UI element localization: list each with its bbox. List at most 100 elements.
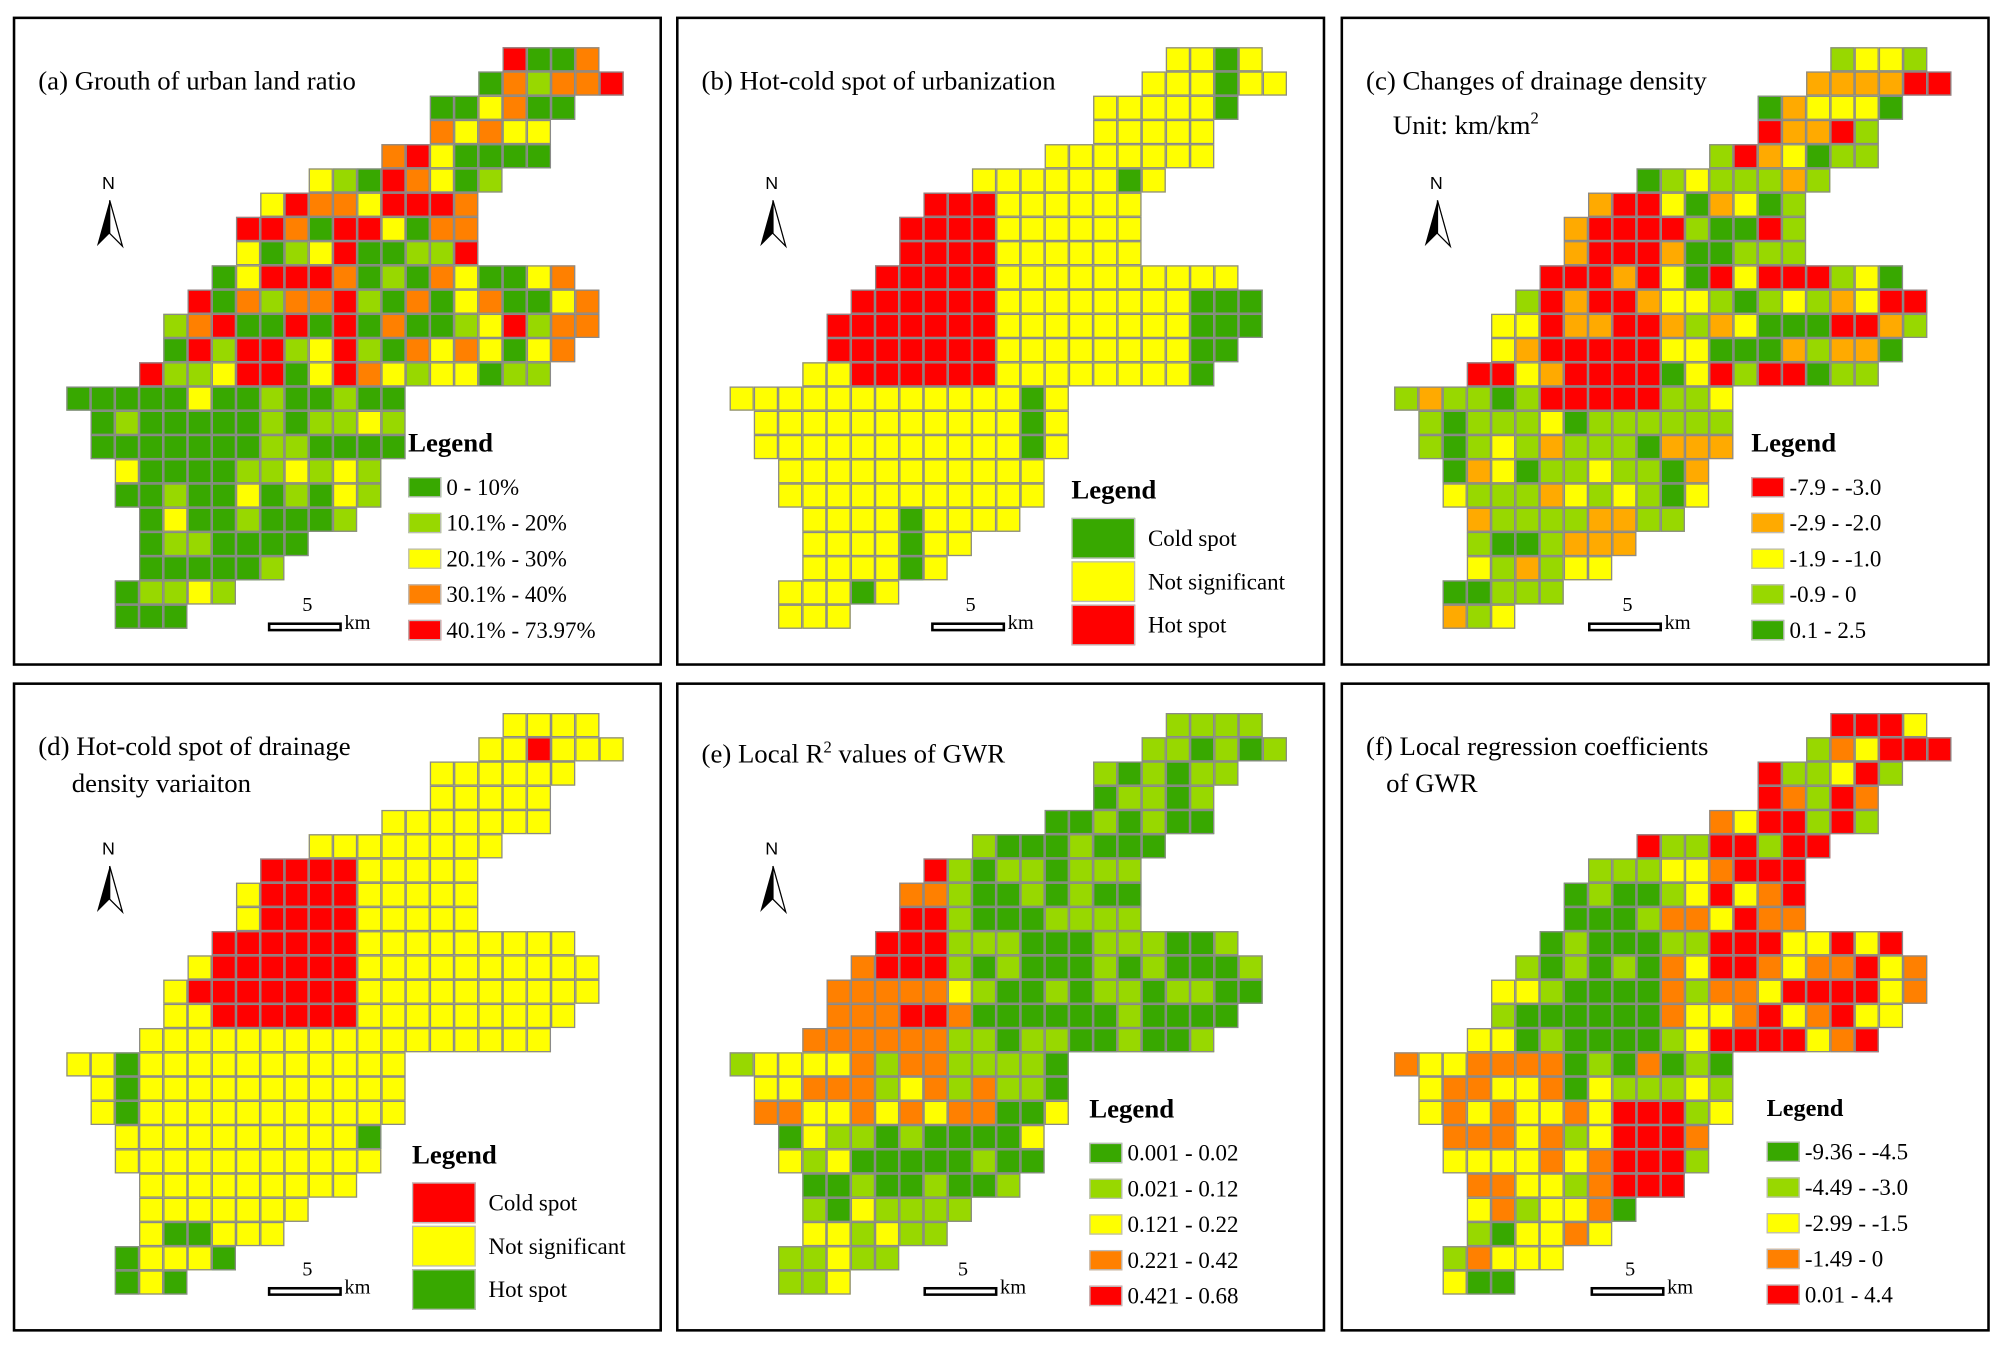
map-cell [1587, 241, 1613, 266]
map-cell [1539, 955, 1564, 980]
legend-swatch [1766, 1141, 1800, 1162]
map-cell [1044, 906, 1069, 932]
map-cell [260, 483, 285, 508]
map-cell [1466, 1124, 1492, 1150]
map-cell [850, 1003, 875, 1029]
map-cell [850, 507, 875, 532]
map-cell [90, 434, 115, 460]
map-cell [1612, 1173, 1637, 1198]
map-cell [850, 1124, 875, 1150]
map-cell [1830, 47, 1855, 72]
map-cell [163, 338, 188, 363]
map-cell [899, 1003, 924, 1029]
map-cell [923, 1124, 948, 1150]
map-cell [1806, 168, 1831, 193]
map-cell [139, 434, 164, 460]
legend-swatch [1089, 1285, 1123, 1307]
map-cell [308, 1076, 333, 1101]
map-cell [429, 144, 455, 169]
map-cell [1660, 216, 1685, 242]
map-cell [1684, 882, 1710, 907]
map-cell [454, 313, 479, 339]
map-cell [114, 1100, 140, 1125]
map-cell [1141, 144, 1166, 169]
map-cell [308, 168, 333, 193]
map-cell [1466, 580, 1492, 605]
map-cell [308, 459, 333, 484]
map-cell [1587, 338, 1613, 363]
map-cell [332, 434, 358, 460]
map-cell [1830, 362, 1855, 387]
map-cell [1466, 1100, 1492, 1125]
legend-swatch [1089, 1214, 1123, 1235]
legend-title: Legend [1751, 427, 1837, 458]
map-cell [947, 979, 972, 1004]
map-cell [1830, 313, 1855, 339]
map-cell [996, 289, 1021, 314]
map-cell [1141, 931, 1166, 956]
legend-swatch [1751, 584, 1785, 605]
map-cell [1830, 809, 1855, 835]
map-cell [1020, 1100, 1045, 1125]
map-cell [357, 483, 382, 508]
map-cell [850, 338, 875, 363]
map-cell [187, 338, 212, 363]
map-cell [1141, 119, 1166, 145]
map-cell [1854, 71, 1879, 96]
legend-swatch [411, 1182, 476, 1224]
map-cell [1684, 338, 1710, 363]
map-cell [1854, 265, 1879, 290]
map-cell [1117, 362, 1142, 387]
map-cell [405, 809, 430, 835]
map-cell [1684, 834, 1710, 859]
map-cell [899, 386, 924, 411]
map-cell [1636, 1003, 1661, 1029]
map-cell [405, 931, 430, 956]
map-cell [923, 1028, 948, 1053]
map-cell [1491, 1076, 1516, 1101]
map-cell [1093, 265, 1118, 290]
legend-title: Legend [1089, 1093, 1175, 1124]
map-cell [1165, 931, 1191, 956]
map-cell [1733, 834, 1758, 859]
map-cell [1466, 1028, 1492, 1053]
map-cell [1117, 338, 1142, 363]
map-cell [802, 362, 827, 387]
map-cell [260, 192, 285, 217]
map-cell [1587, 1003, 1613, 1029]
map-cell [1044, 386, 1069, 411]
map-cell [139, 1124, 164, 1150]
legend-swatch [408, 512, 442, 534]
legend-swatch [1089, 1142, 1123, 1164]
map-cell [454, 168, 479, 193]
legend-label: 0.1 - 2.5 [1789, 616, 1867, 643]
map-cell [429, 265, 455, 290]
map-cell [284, 1052, 309, 1077]
map-cell [1491, 434, 1516, 460]
map-cell [1020, 1003, 1045, 1029]
north-arrow-icon: N [92, 838, 128, 917]
map-cell [187, 289, 212, 314]
map-cell [357, 906, 382, 932]
map-cell [1539, 1246, 1564, 1271]
map-cell [899, 1076, 924, 1101]
map-cell [1733, 168, 1758, 193]
map-cell [874, 507, 900, 532]
map-cell [1093, 882, 1118, 907]
map-cell [332, 1052, 358, 1077]
map-cell [1684, 362, 1710, 387]
legend-swatch [1766, 1213, 1800, 1234]
map-cell [1093, 338, 1118, 363]
map-cell [1587, 386, 1613, 411]
map-cell [163, 979, 188, 1004]
map-cell [1660, 410, 1685, 435]
map-cell [1165, 362, 1191, 387]
map-cell [971, 507, 997, 532]
map-cell [1587, 1221, 1613, 1247]
map-cell [260, 362, 285, 387]
map-cell [1563, 1052, 1588, 1077]
map-cell [778, 386, 803, 411]
map-cell [502, 761, 527, 786]
legend-label: 0.01 - 4.4 [1804, 1281, 1893, 1307]
